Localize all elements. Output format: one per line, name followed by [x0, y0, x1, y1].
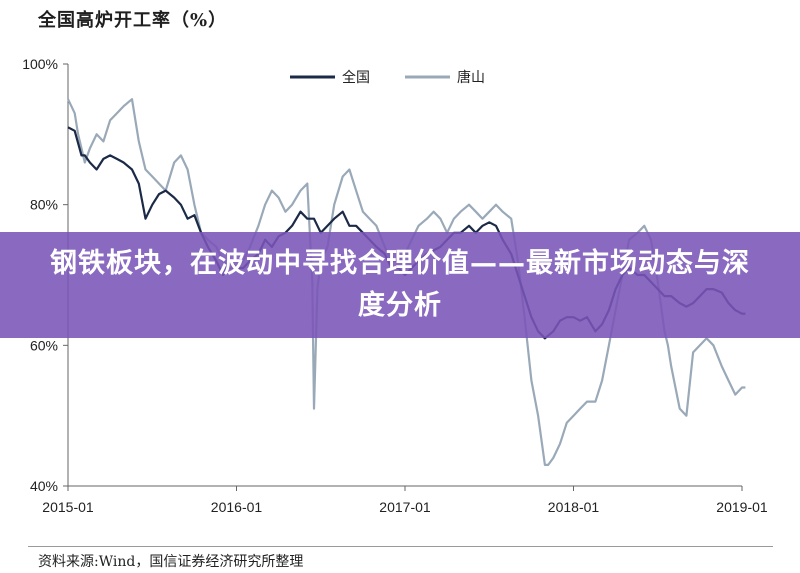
chart-title: 全国高炉开工率（%）: [38, 10, 228, 31]
x-tick-label: 2016-01: [211, 499, 263, 515]
legend-label-tangshan: 唐山: [457, 69, 485, 86]
headline-text: 钢铁板块，在波动中寻找合理价值——最新市场动态与深度分析: [50, 248, 750, 321]
x-tick-label: 2015-01: [42, 499, 94, 515]
headline-banner: 钢铁板块，在波动中寻找合理价值——最新市场动态与深度分析: [0, 232, 800, 338]
legend-label-national: 全国: [342, 69, 370, 86]
chart-axes: 40% 60% 80% 100% 2015-01 2016-01 2017-01 2018-0…: [22, 56, 768, 515]
y-tick-label: 40%: [30, 478, 58, 494]
x-tick-label: 2018-01: [548, 499, 600, 515]
x-tick-label: 2017-01: [379, 499, 431, 515]
source-note: 资料来源:Wind，国信证券经济研究所整理: [38, 554, 304, 570]
chart-legend: 全国 唐山: [290, 69, 485, 86]
y-tick-label: 100%: [22, 56, 58, 72]
x-tick-label: 2019-01: [716, 499, 768, 515]
y-tick-label: 60%: [30, 337, 58, 353]
footer-divider: [28, 546, 773, 547]
y-tick-label: 80%: [30, 197, 58, 213]
